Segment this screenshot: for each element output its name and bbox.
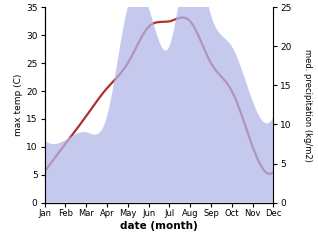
Y-axis label: med. precipitation (kg/m2): med. precipitation (kg/m2)	[303, 49, 312, 161]
X-axis label: date (month): date (month)	[120, 221, 198, 231]
Y-axis label: max temp (C): max temp (C)	[14, 74, 23, 136]
